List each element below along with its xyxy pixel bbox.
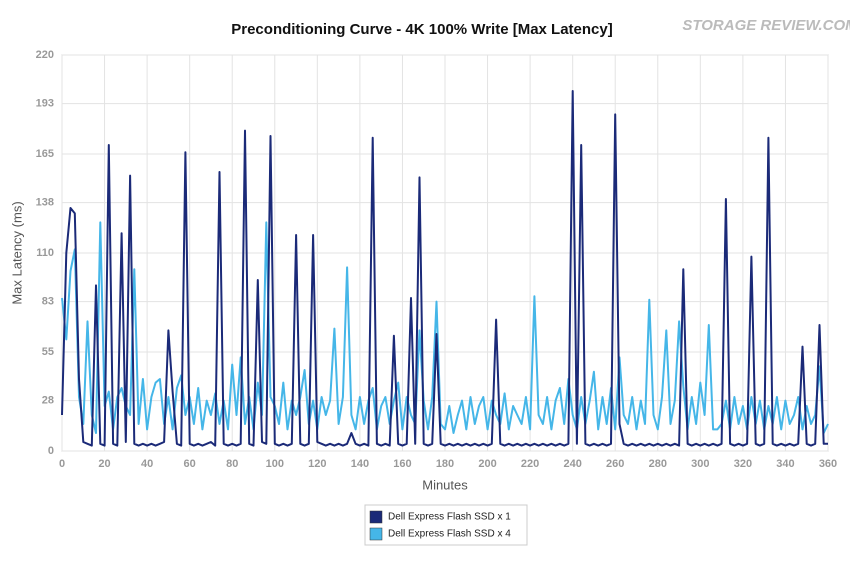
- x-tick-label: 220: [521, 458, 539, 470]
- x-tick-label: 280: [649, 458, 667, 470]
- legend-label: Dell Express Flash SSD x 1: [388, 512, 511, 523]
- series-line: [61, 90, 828, 447]
- x-tick-label: 260: [606, 458, 624, 470]
- x-axis-label: Minutes: [422, 477, 468, 492]
- x-tick-label: 300: [691, 458, 709, 470]
- x-tick-label: 100: [266, 458, 284, 470]
- y-tick-label: 110: [36, 247, 54, 259]
- legend-swatch: [369, 527, 383, 541]
- x-tick-label: 240: [563, 458, 581, 470]
- x-tick-label: 180: [436, 458, 454, 470]
- x-tick-label: 200: [478, 458, 496, 470]
- legend-box: [364, 504, 528, 546]
- y-tick-label: 55: [42, 346, 54, 358]
- legend-swatch: [369, 510, 383, 524]
- x-tick-label: 120: [308, 458, 326, 470]
- y-tick-label: 220: [36, 49, 54, 61]
- x-tick-label: 60: [184, 458, 196, 470]
- y-tick-label: 28: [42, 395, 54, 407]
- x-tick-label: 80: [226, 458, 238, 470]
- watermark: STORAGE REVIEW.COM: [682, 17, 850, 34]
- x-tick-label: 0: [59, 458, 65, 470]
- x-tick-label: 320: [734, 458, 752, 470]
- x-tick-label: 20: [98, 458, 110, 470]
- x-tick-label: 360: [819, 458, 837, 470]
- legend-label: Dell Express Flash SSD x 4: [388, 529, 511, 540]
- chart-title: Preconditioning Curve - 4K 100% Write [M…: [231, 21, 612, 38]
- x-tick-label: 40: [141, 458, 153, 470]
- x-tick-label: 140: [351, 458, 369, 470]
- y-tick-label: 138: [36, 197, 54, 209]
- x-tick-label: 160: [393, 458, 411, 470]
- x-tick-label: 340: [776, 458, 794, 470]
- y-tick-label: 0: [48, 445, 54, 457]
- y-tick-label: 193: [36, 98, 54, 110]
- y-tick-label: 165: [36, 148, 54, 160]
- y-axis-label: Max Latency (ms): [9, 201, 24, 304]
- y-tick-label: 83: [42, 296, 54, 308]
